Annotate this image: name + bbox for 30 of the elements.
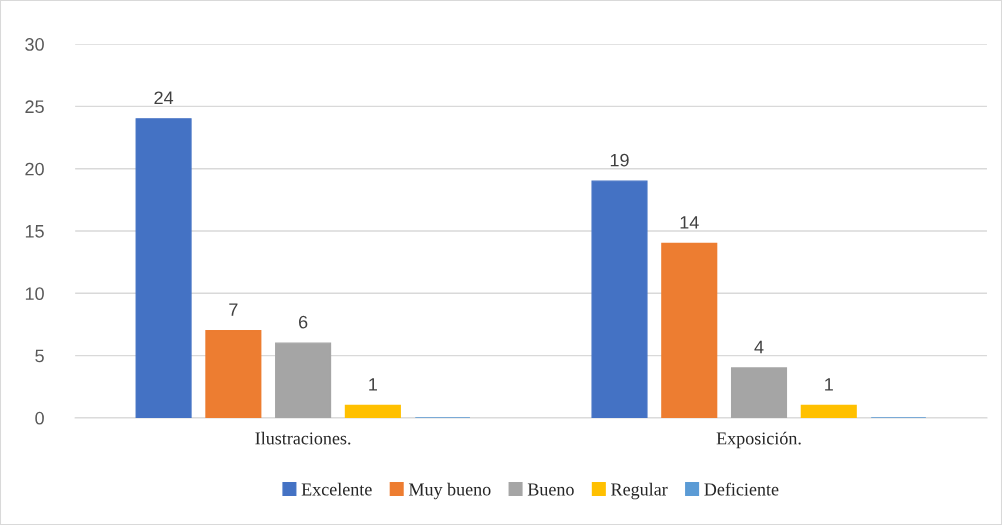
y-tick-label: 30 — [25, 38, 44, 51]
legend-label: Excelente — [301, 482, 372, 496]
data-label: 24 — [154, 91, 174, 104]
y-tick-label: 20 — [25, 162, 44, 176]
data-label: 14 — [680, 216, 699, 229]
y-tick-label: 10 — [25, 287, 44, 301]
bar — [275, 342, 332, 418]
data-label: 6 — [299, 315, 308, 329]
bar — [135, 118, 192, 418]
bar — [344, 404, 401, 418]
bar — [661, 242, 718, 418]
data-label: 1 — [825, 378, 833, 391]
y-tick-label: 5 — [35, 349, 44, 363]
bar — [730, 367, 788, 418]
x-tick-label: Exposición. — [716, 431, 801, 449]
x-tick-label: Ilustraciones. — [255, 431, 351, 445]
legend-label: Muy bueno — [408, 482, 491, 500]
data-label: 7 — [229, 303, 238, 316]
legend-label: Deficiente — [704, 482, 779, 496]
data-label: 4 — [754, 340, 764, 354]
y-tick-label: 25 — [25, 100, 44, 114]
y-tick-label: 0 — [35, 411, 44, 425]
bar — [800, 404, 857, 418]
data-label: 19 — [610, 153, 629, 167]
bar — [205, 329, 262, 418]
legend-label: Regular — [611, 482, 668, 500]
y-tick-label: 15 — [25, 225, 44, 238]
legend-label: Bueno — [527, 483, 574, 496]
data-label: 1 — [369, 378, 377, 391]
bar — [591, 180, 648, 418]
